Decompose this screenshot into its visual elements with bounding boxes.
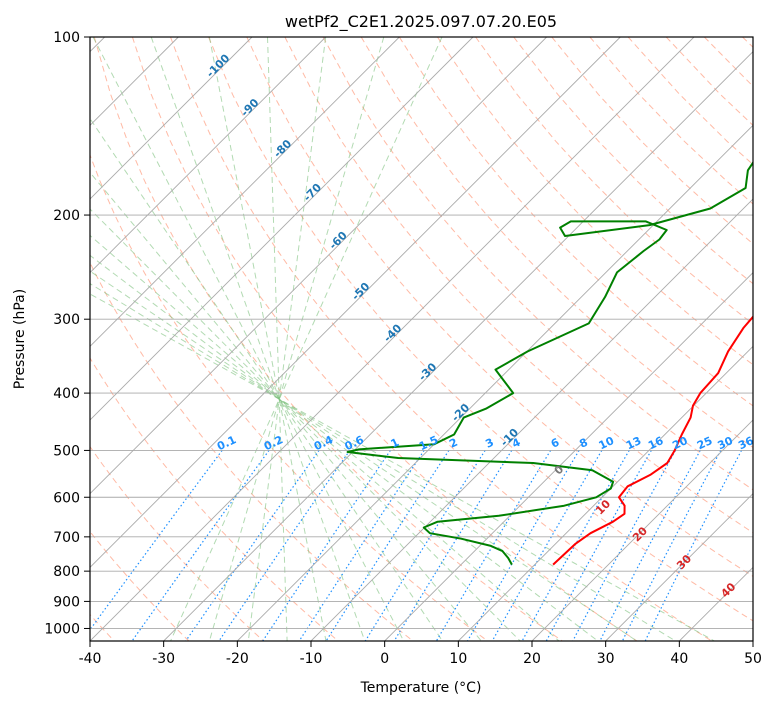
moist-adiabat — [208, 37, 327, 641]
dry-adiabat — [322, 37, 753, 491]
isotherm-line — [531, 419, 753, 641]
grid-lines — [90, 37, 753, 641]
isotherm-line — [90, 37, 474, 421]
isotherm-line — [310, 198, 753, 641]
mixing-ratio-line — [599, 450, 701, 641]
moist-adiabat — [90, 171, 482, 641]
dry-adiabat — [90, 445, 264, 641]
moist-adiabat — [90, 254, 599, 641]
dry-adiabat — [436, 37, 753, 366]
isotherm-line — [90, 37, 253, 200]
y-tick-label: 100 — [53, 30, 80, 46]
isotherm-line — [90, 37, 326, 274]
moist-adiabat — [90, 117, 443, 641]
dry-adiabat — [90, 153, 488, 641]
x-tick-label: 40 — [670, 651, 688, 667]
isotherm-line — [458, 345, 753, 641]
isotherm-line — [605, 493, 753, 641]
dry-adiabat — [475, 37, 753, 325]
moist-adiabat — [90, 293, 715, 641]
x-tick-label: 10 — [449, 651, 467, 667]
moist-adiabat — [170, 37, 443, 641]
mixing-ratio-line — [218, 450, 351, 641]
x-tick-label: 50 — [744, 651, 762, 667]
plot-frame — [89, 36, 754, 642]
dry-adiabat — [246, 37, 753, 577]
mixing-ratio-label: 10 — [597, 434, 617, 452]
dry-adiabat — [131, 37, 638, 641]
x-tick-label: -40 — [79, 651, 102, 667]
mixing-ratio-label: 13 — [624, 434, 643, 452]
y-tick-label: 400 — [53, 386, 80, 402]
mixing-ratio-label: 20 — [670, 434, 690, 452]
x-axis: -40 -30 -20 -10 0 10 20 30 40 50 — [79, 641, 762, 667]
dry-adiabat — [93, 37, 563, 641]
moist-adiabat — [90, 208, 521, 641]
y-tick-label: 800 — [53, 564, 80, 580]
x-tick-label: -10 — [300, 651, 323, 667]
isotherm-line — [90, 37, 695, 641]
isotherm-line — [90, 37, 547, 495]
moist-adiabat — [90, 234, 560, 641]
y-tick-label: 300 — [53, 312, 80, 328]
mixing-ratio-label: 30 — [716, 434, 736, 452]
mixing-ratio-line — [545, 450, 652, 641]
isotherm-line — [90, 37, 621, 568]
x-axis-title: Temperature (°C) — [360, 680, 482, 696]
isotherm-line — [163, 51, 753, 641]
mixing-ratio-line — [621, 450, 722, 641]
y-tick-label: 500 — [53, 443, 80, 459]
y-tick-label: 600 — [53, 490, 80, 506]
chart-title: wetPf2_C2E1.2025.097.07.20.E05 — [285, 12, 557, 32]
isotherm-line — [237, 124, 753, 641]
y-tick-label: 700 — [53, 530, 80, 546]
isotherm-line — [384, 272, 753, 641]
moist-adiabat — [267, 37, 288, 641]
mixing-ratio-label: 25 — [695, 434, 714, 452]
mixing-ratio-line — [262, 450, 391, 641]
mixing-ratio-line — [364, 450, 486, 641]
isotherm-line — [90, 37, 400, 347]
mixing-ratio-line — [90, 450, 223, 631]
mixing-ratio-line — [572, 450, 677, 641]
mixing-ratio-line — [644, 450, 743, 641]
y-tick-label: 1000 — [44, 621, 80, 637]
temperature-profile-line — [552, 315, 753, 566]
x-tick-label: -30 — [152, 651, 175, 667]
y-axis-title: Pressure (hPa) — [12, 289, 28, 389]
moist-adiabat — [247, 37, 327, 641]
x-tick-label: 30 — [597, 651, 615, 667]
background-lines — [90, 37, 753, 641]
dry-adiabat — [208, 37, 753, 622]
dewpoint-profile-line — [346, 160, 753, 566]
moist-adiabat — [208, 37, 385, 641]
mixing-ratio-line — [491, 450, 603, 641]
profile-lines — [346, 160, 753, 566]
y-tick-label: 900 — [53, 594, 80, 610]
x-tick-label: 0 — [380, 651, 389, 667]
x-tick-label: -20 — [226, 651, 249, 667]
mixing-ratio-label: 16 — [646, 434, 666, 452]
moist-adiabat — [90, 283, 676, 641]
dry-adiabat — [284, 37, 753, 534]
mixing-ratio-line — [185, 450, 320, 641]
y-tick-label: 200 — [53, 208, 80, 224]
dry-adiabat — [170, 37, 712, 641]
mixing-ratio-label: 36 — [736, 434, 756, 452]
y-axis: 100 200 300 400 500 600 700 800 900 1000 — [44, 30, 90, 637]
x-tick-label: 20 — [523, 651, 541, 667]
